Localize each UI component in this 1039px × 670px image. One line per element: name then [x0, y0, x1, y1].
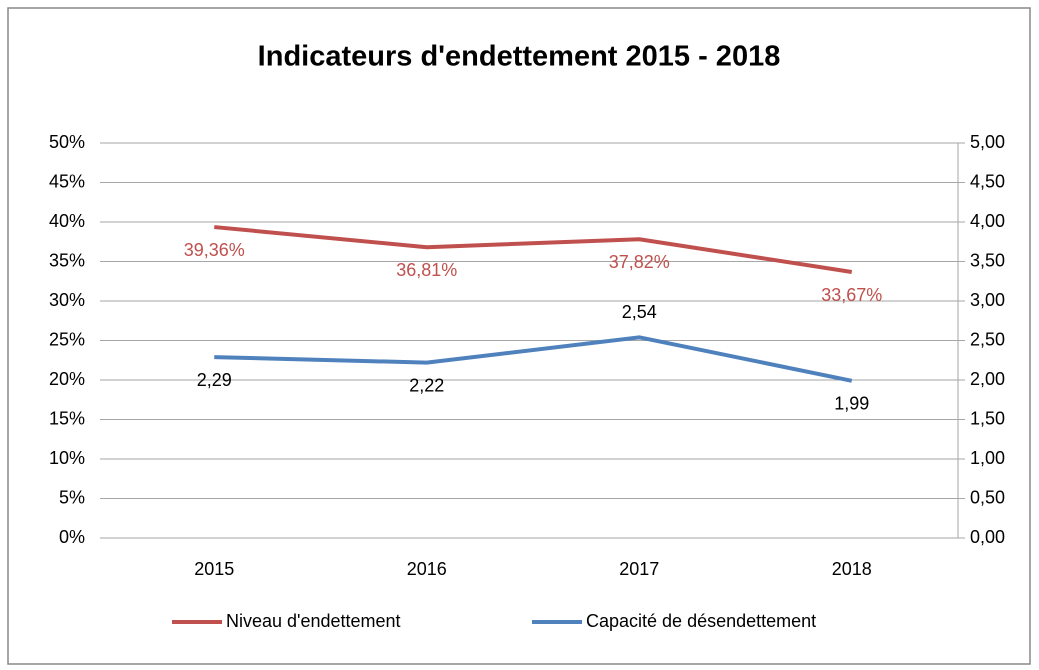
- data-label: 36,81%: [396, 260, 457, 280]
- data-label: 1,99: [834, 394, 869, 414]
- y2-tick-label: 3,50: [970, 250, 1005, 270]
- y-tick-label: 5%: [59, 487, 85, 507]
- y-tick-label: 15%: [49, 408, 85, 428]
- legend-label: Capacité de désendettement: [586, 611, 816, 631]
- y-tick-label: 0%: [59, 527, 85, 547]
- x-tick-label: 2018: [832, 559, 872, 579]
- data-label: 2,22: [409, 375, 444, 395]
- series-line: [214, 335, 853, 383]
- y2-tick-label: 0,00: [970, 527, 1005, 547]
- y-tick-label: 35%: [49, 250, 85, 270]
- x-tick-label: 2017: [619, 559, 659, 579]
- y2-tick-label: 5,00: [970, 132, 1005, 152]
- y-tick-label: 20%: [49, 369, 85, 389]
- y-tick-label: 40%: [49, 211, 85, 231]
- y2-tick-label: 0,50: [970, 487, 1005, 507]
- data-label: 37,82%: [609, 252, 670, 272]
- y-tick-label: 50%: [49, 132, 85, 152]
- data-label: 2,54: [622, 302, 657, 322]
- chart-frame: [7, 7, 1031, 665]
- y2-tick-label: 4,00: [970, 211, 1005, 231]
- data-label: 2,29: [197, 370, 232, 390]
- y2-tick-label: 3,00: [970, 290, 1005, 310]
- y-tick-label: 10%: [49, 448, 85, 468]
- series-line: [214, 225, 853, 274]
- y2-tick-label: 2,00: [970, 369, 1005, 389]
- y2-tick-label: 2,50: [970, 329, 1005, 349]
- y2-tick-label: 1,00: [970, 448, 1005, 468]
- chart-title: Indicateurs d'endettement 2015 - 2018: [258, 41, 781, 73]
- y2-tick-label: 4,50: [970, 171, 1005, 191]
- y2-tick-label: 1,50: [970, 408, 1005, 428]
- data-label: 39,36%: [184, 240, 245, 260]
- y-tick-label: 30%: [49, 290, 85, 310]
- x-tick-label: 2015: [194, 559, 234, 579]
- y-tick-label: 25%: [49, 329, 85, 349]
- legend-label: Niveau d'endettement: [226, 611, 401, 631]
- y-tick-label: 45%: [49, 171, 85, 191]
- x-tick-label: 2016: [407, 559, 447, 579]
- data-label: 33,67%: [821, 285, 882, 305]
